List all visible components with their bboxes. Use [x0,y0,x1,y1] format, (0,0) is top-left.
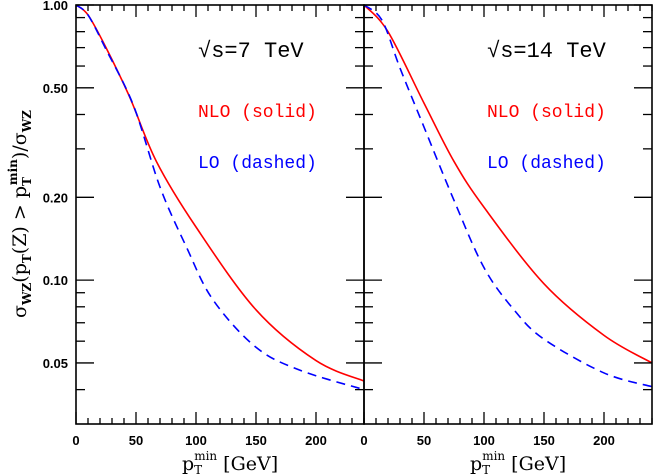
nlo-curve [75,4,365,382]
x-tick-label: 0 [360,433,367,448]
y-axis-title-part: T [20,254,34,263]
x-axis-title-left: pTmin [GeV] [182,449,278,476]
y-axis-title-part: WZ [20,283,34,306]
lo-curve [75,4,365,391]
nlo-legend: NLO (solid) [487,103,606,123]
nlo-legend: NLO (solid) [198,103,317,123]
y-axis-title: σWZ(pT(Z) > pTmin)/σWZ [6,110,34,318]
x-tick-label: 100 [473,433,495,448]
x-tick-label: 50 [129,433,143,448]
x-tick-label: 200 [305,433,327,448]
lo-curve [363,4,653,388]
y-tick-label: 0.20 [43,190,68,205]
panel-7tev: √s=7 TeV NLO (solid) LO (dashed) 0 50 100 1… [43,0,365,448]
x-tick-label: 200 [593,433,615,448]
y-axis-title-text: σWZ(pT(Z) > pTmin)/σWZ [6,110,34,318]
y-axis-title-part: )/σ [9,132,31,159]
nlo-curve [363,4,653,364]
x-tick-label: 100 [185,433,207,448]
plot-frame [75,4,365,425]
energy-label: √s=14 TeV [487,39,607,64]
y-axis-title-part: min [6,159,20,185]
y-axis-title-part: T [20,177,34,186]
x-axis-title-right: pTmin [GeV] [470,449,566,476]
y-tick-label: 0.05 [43,356,68,371]
energy-label: √s=7 TeV [198,39,304,64]
lo-legend: LO (dashed) [487,154,606,174]
y-axis-title-part: σ [9,305,31,318]
y-axis-title-part: (p [9,263,31,283]
x-tick-label: 0 [72,433,79,448]
y-axis-title-part: (Z) > p [9,186,31,254]
lo-legend: LO (dashed) [198,154,317,174]
x-tick-label: 150 [245,433,267,448]
panel-14tev: √s=14 TeV NLO (solid) LO (dashed) 0 50 100… [360,4,653,448]
y-tick-label: 0.10 [43,273,68,288]
x-tick-label: 150 [533,433,555,448]
y-tick-label: 0.50 [43,81,68,96]
x-tick-label: 50 [417,433,431,448]
y-axis-title-part: WZ [20,110,34,133]
y-tick-label: 1.00 [43,0,68,13]
